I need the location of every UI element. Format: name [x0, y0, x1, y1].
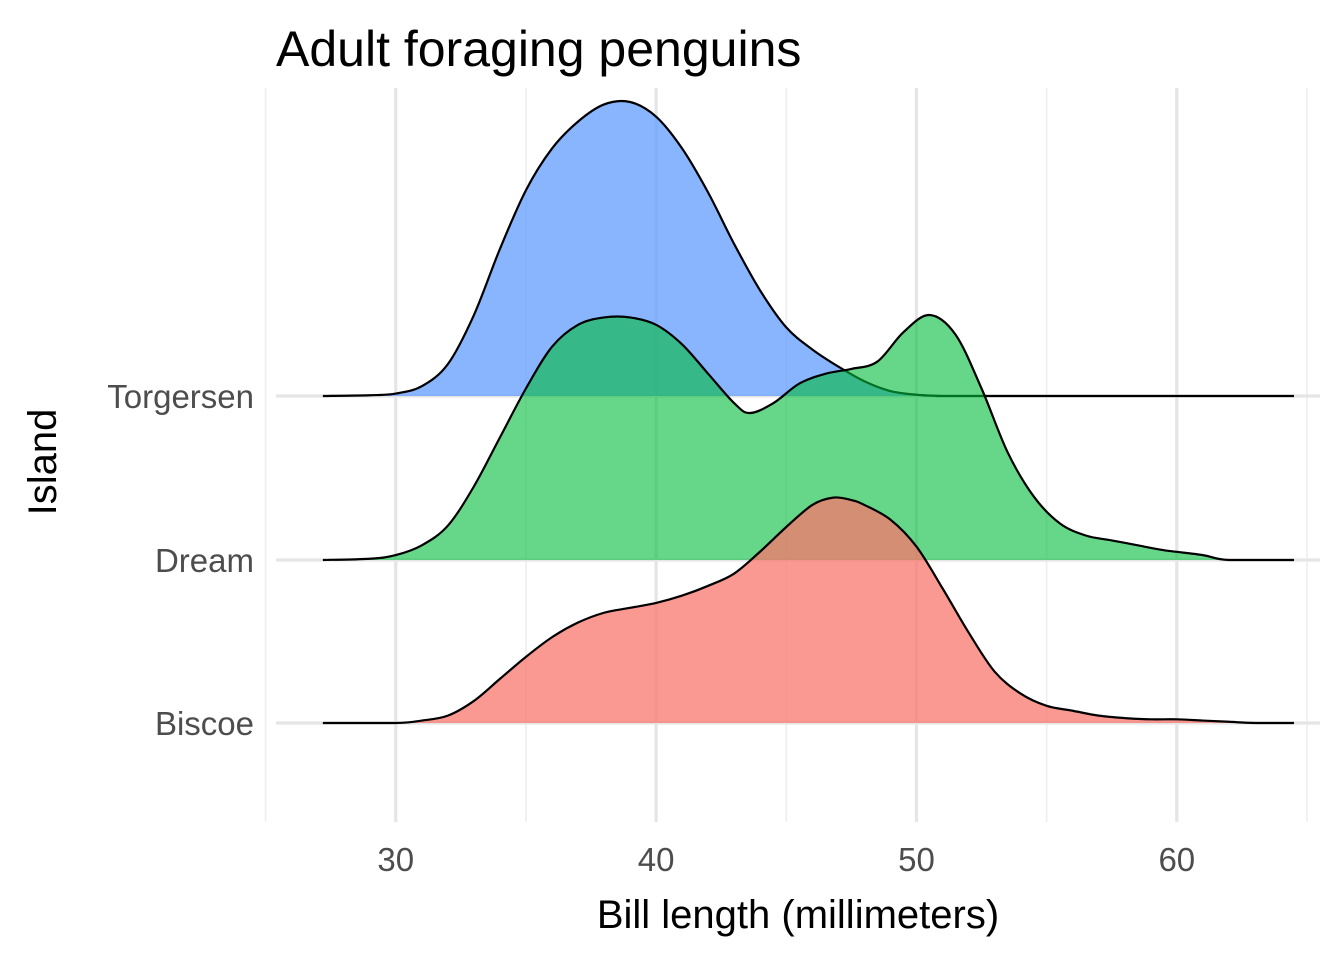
ridge-area-dream	[322, 314, 1294, 560]
ridge-biscoe	[322, 496, 1294, 725]
x-tick-label: 50	[898, 841, 935, 878]
ridge-area-biscoe	[322, 497, 1294, 723]
y-axis-title: Island	[21, 409, 65, 516]
y-axis-tick-labels: Biscoe Dream Torgersen	[107, 378, 254, 742]
ridge-torgersen	[322, 99, 1294, 398]
chart-title: Adult foraging penguins	[276, 21, 801, 77]
x-tick-label: 40	[638, 841, 675, 878]
x-tick-label: 30	[377, 841, 414, 878]
x-axis-tick-labels: 30 40 50 60	[377, 841, 1195, 878]
ridge-area-torgersen	[322, 101, 1294, 396]
ridge-outline-biscoe	[322, 496, 1294, 725]
y-tick-label-torgersen: Torgersen	[107, 378, 254, 415]
ridges	[322, 99, 1294, 725]
y-tick-label-dream: Dream	[155, 542, 254, 579]
y-tick-label-biscoe: Biscoe	[155, 705, 254, 742]
ridge-outline-dream	[322, 313, 1294, 562]
x-axis-title: Bill length (millimeters)	[597, 893, 999, 937]
x-tick-label: 60	[1158, 841, 1195, 878]
ridge-dream	[322, 313, 1294, 562]
